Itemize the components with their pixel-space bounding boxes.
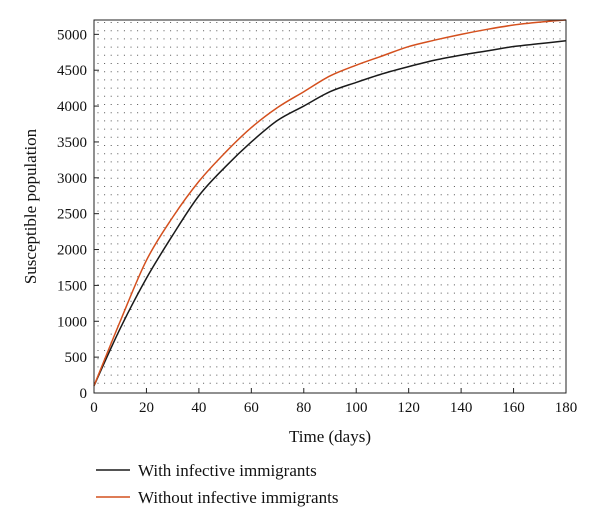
legend-label-with-infective: With infective immigrants [138,461,317,480]
x-tick-label: 0 [90,400,98,416]
x-axis-label: Time (days) [289,427,371,446]
y-axis-label: Susceptible population [21,128,40,284]
legend-label-without-infective: Without infective immigrants [138,488,338,507]
y-tick-label: 1000 [57,314,87,330]
x-tick-label: 180 [555,400,578,416]
y-tick-label: 5000 [57,27,87,43]
x-tick-label: 100 [345,400,368,416]
x-tick-label: 160 [502,400,525,416]
series-line-0 [93,40,567,387]
plot-frame [93,19,567,394]
y-tick-label: 1500 [57,278,87,294]
series-layer [93,19,567,387]
y-tick-label: 2500 [57,207,87,223]
y-tick-label: 4500 [57,63,87,79]
x-tick-label: 140 [450,400,473,416]
x-tick-label: 40 [191,400,206,416]
x-tick-label: 60 [244,400,259,416]
x-tick-label: 80 [296,400,311,416]
y-tick-label: 3500 [57,135,87,151]
y-tick-label: 2000 [57,243,87,259]
y-tick-label: 3000 [57,171,87,187]
y-tick-label: 4000 [57,99,87,115]
legend: With infective immigrants Without infect… [96,461,338,507]
series-line-1 [93,19,567,387]
tick-layer: 0 20 40 60 80 100 120 140 160 180 0 500 1000 1500 2000… [57,27,577,416]
x-tick-label: 120 [397,400,420,416]
y-tick-label: 0 [80,386,88,402]
x-tick-label: 20 [139,400,154,416]
y-tick-label: 500 [65,350,88,366]
